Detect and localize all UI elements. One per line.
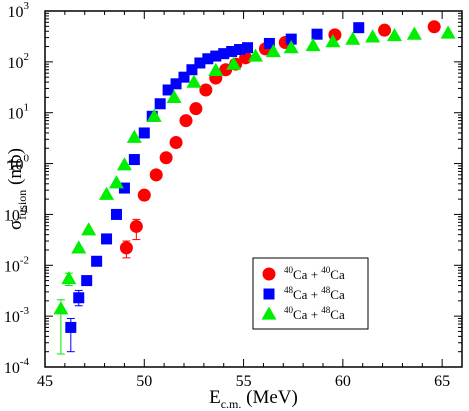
- data-points: [53, 20, 456, 333]
- x-axis-label-unit: (MeV): [241, 387, 297, 408]
- data-point-series-2: [305, 37, 321, 52]
- data-point-series-1: [210, 50, 222, 62]
- data-point-series-2: [108, 175, 124, 189]
- x-tick-label: 55: [236, 373, 252, 390]
- data-point-series-2: [406, 26, 422, 40]
- data-point-series-1: [110, 208, 122, 220]
- data-point-series-1: [128, 154, 140, 166]
- data-point-series-2: [226, 56, 242, 70]
- data-point-series-1: [186, 64, 198, 76]
- plot-frame: [44, 10, 463, 368]
- x-axis-label-sub: c.m.: [221, 397, 242, 411]
- data-point-series-2: [247, 48, 263, 62]
- y-axis-label: σfusion (mb): [5, 148, 29, 230]
- y-tick-label: 102: [8, 51, 30, 72]
- tick-labels: 45 50 55 60 65 10-4 10-3 10-2 10-1 100 101 102 103: [4, 0, 450, 390]
- legend-label-series-0: 40Ca + 40Ca: [284, 265, 345, 282]
- x-axis-label-main: E: [209, 387, 221, 408]
- data-point-series-1: [226, 45, 238, 57]
- data-point-series-1: [73, 292, 85, 304]
- x-tick-label: 60: [335, 373, 351, 390]
- data-point-series-2: [146, 108, 162, 122]
- legend-marker-series-2: [261, 306, 277, 320]
- y-axis-label-main: σ: [5, 220, 26, 230]
- data-point-series-1: [162, 84, 174, 96]
- data-point-series-0: [169, 135, 183, 149]
- data-point-series-2: [166, 89, 182, 104]
- y-tick-label: 101: [8, 102, 30, 123]
- data-point-series-0: [427, 20, 441, 34]
- data-point-series-2: [116, 157, 132, 171]
- data-point-series-1: [138, 127, 150, 139]
- y-tick-label: 10-2: [4, 254, 29, 275]
- y-axis-label-unit: (mb): [5, 148, 26, 190]
- legend-label-series-1: 48Ca + 48Ca: [284, 285, 345, 302]
- data-point-series-2: [71, 240, 87, 254]
- data-point-series-2: [99, 186, 115, 200]
- data-point-series-2: [283, 40, 299, 54]
- data-point-series-1: [285, 33, 297, 45]
- data-point-series-0: [119, 241, 133, 255]
- data-point-series-0: [159, 151, 173, 165]
- error-bars: [56, 218, 141, 355]
- data-point-series-0: [199, 83, 213, 97]
- data-point-series-1: [81, 275, 93, 287]
- data-point-series-1: [118, 182, 130, 194]
- data-point-series-0: [137, 188, 151, 202]
- x-axis-label: Ec.m. (MeV): [209, 387, 298, 411]
- y-tick-label: 103: [8, 0, 30, 21]
- data-point-series-2: [265, 43, 281, 58]
- data-point-series-1: [91, 255, 103, 267]
- data-point-series-2: [440, 25, 456, 39]
- data-point-series-1: [154, 98, 166, 110]
- x-tick-label: 45: [37, 373, 53, 390]
- legend-marker-series-1: [263, 288, 275, 300]
- data-point-series-0: [149, 168, 163, 182]
- data-point-series-1: [178, 71, 190, 83]
- data-point-series-2: [365, 29, 381, 43]
- data-point-series-1: [234, 43, 246, 55]
- data-point-series-2: [53, 301, 69, 315]
- data-point-series-0: [189, 102, 203, 116]
- y-tick-label: 10-3: [4, 305, 30, 326]
- data-point-series-1: [194, 57, 206, 69]
- data-point-series-1: [218, 48, 230, 60]
- y-axis-label-sub: fusion: [15, 190, 29, 220]
- y-tick-label: 10-4: [4, 356, 30, 377]
- data-point-series-1: [311, 28, 323, 40]
- data-point-series-0: [378, 23, 392, 37]
- data-point-series-1: [353, 22, 365, 34]
- legend-marker-series-0: [262, 267, 276, 281]
- legend: 40Ca + 40Ca 48Ca + 48Ca 40Ca + 48Ca: [252, 257, 369, 330]
- data-point-series-1: [170, 78, 182, 90]
- data-point-series-2: [61, 270, 77, 285]
- data-point-series-0: [129, 219, 143, 233]
- data-point-series-1: [65, 321, 77, 333]
- y-tick-label: 100: [8, 153, 30, 174]
- x-tick-label: 65: [434, 373, 450, 390]
- data-point-series-1: [263, 37, 275, 49]
- legend-label-series-2: 40Ca + 48Ca: [284, 305, 345, 322]
- data-point-series-2: [126, 129, 142, 143]
- data-point-series-2: [345, 31, 361, 45]
- data-point-series-2: [386, 27, 402, 42]
- data-point-series-2: [325, 34, 341, 48]
- data-point-series-1: [202, 53, 214, 65]
- data-point-series-1: [242, 42, 254, 54]
- data-point-series-2: [208, 62, 224, 77]
- x-tick-label: 50: [136, 373, 152, 390]
- data-point-series-2: [81, 222, 97, 236]
- y-tick-label: 10-1: [4, 203, 29, 224]
- data-point-series-0: [179, 114, 193, 128]
- data-point-series-2: [186, 74, 202, 88]
- data-point-series-1: [101, 233, 113, 245]
